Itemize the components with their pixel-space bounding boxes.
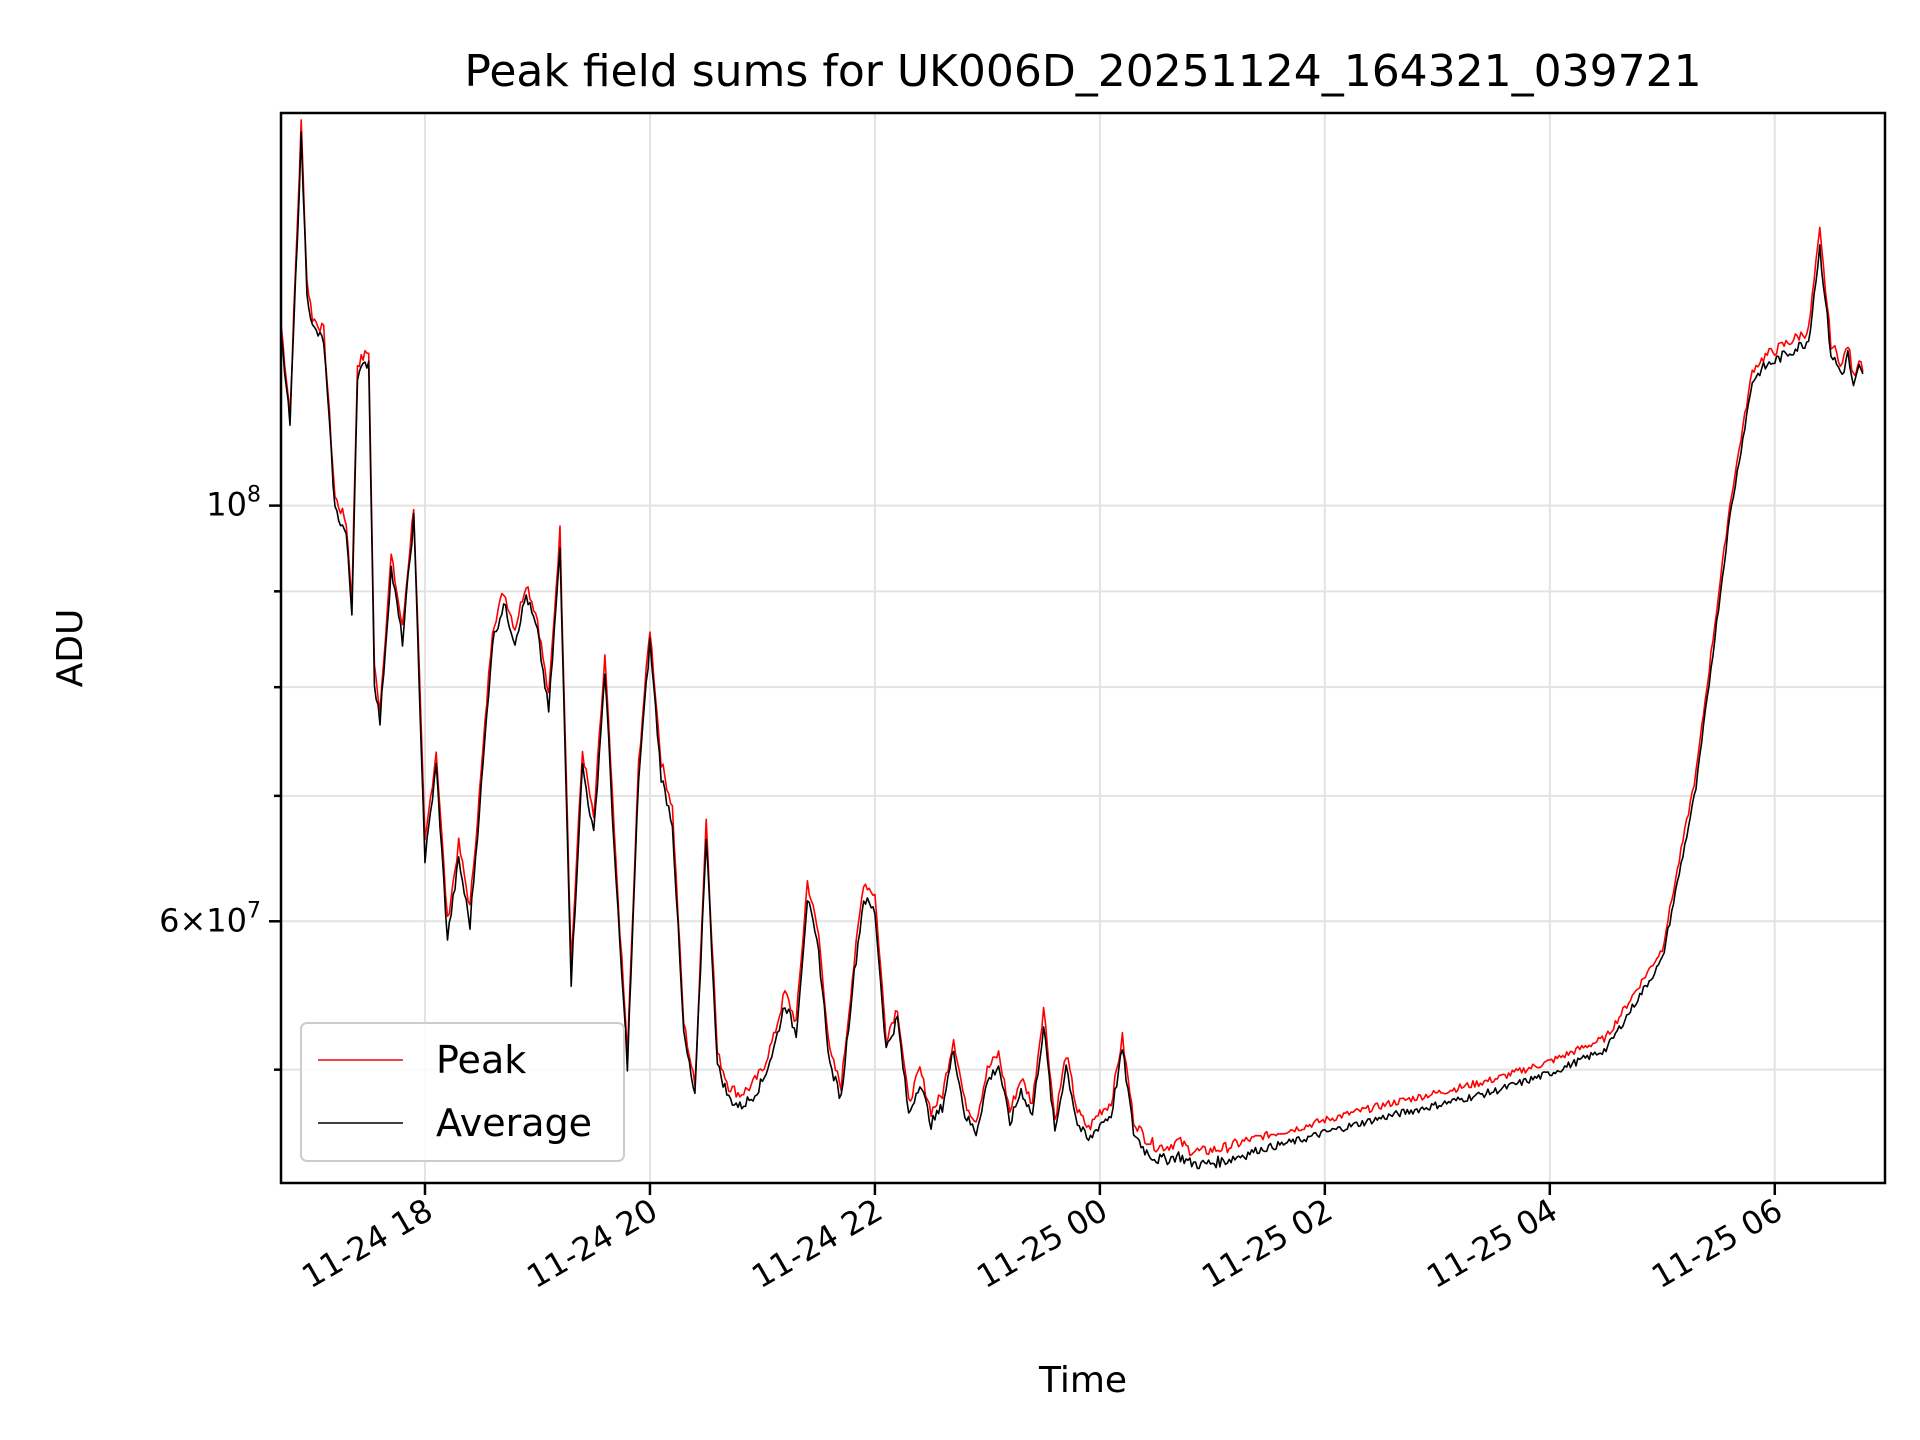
legend: Peak Average <box>300 1022 625 1162</box>
y-tick-label: 108 <box>206 483 261 524</box>
y-tick-label-base: 6×10 <box>159 901 247 939</box>
legend-label-average: Average <box>436 1101 592 1145</box>
chart-title: Peak field sums for UK006D_20251124_1643… <box>464 46 1701 97</box>
x-axis-label: Time <box>1038 1360 1127 1401</box>
y-tick-label-exp: 8 <box>247 483 261 508</box>
legend-label-peak: Peak <box>436 1038 526 1082</box>
y-tick-label-base: 10 <box>206 486 247 524</box>
grid <box>281 113 1885 1183</box>
y-axis-label: ADU <box>50 609 91 688</box>
y-tick-label: 6×107 <box>159 898 261 939</box>
y-tick-label-exp: 7 <box>247 898 261 923</box>
legend-box <box>300 1022 625 1162</box>
plot-frame <box>279 111 1887 1185</box>
series-lines <box>280 119 1864 1170</box>
series-line-peak <box>280 119 1864 1157</box>
series-line-average <box>280 131 1864 1170</box>
